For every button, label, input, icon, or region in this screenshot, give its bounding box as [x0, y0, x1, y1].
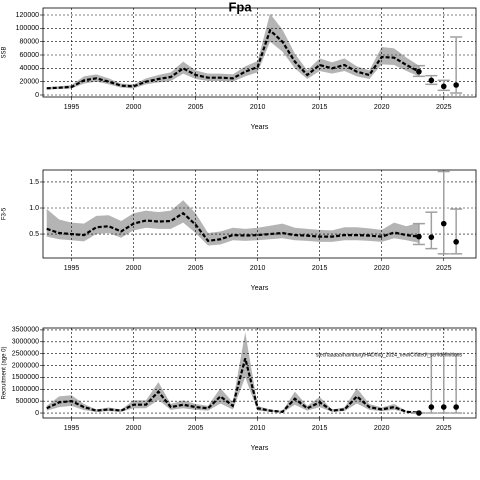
- x-tick-label: 2020: [374, 104, 390, 111]
- median-line: [46, 28, 420, 90]
- x-tick-label: 2025: [436, 425, 452, 432]
- y-tick-label: 120000: [16, 12, 39, 19]
- error-bar: [450, 352, 463, 414]
- plot-frame: [42, 169, 477, 259]
- x-tick-label: 2010: [250, 425, 266, 432]
- x-tick-label: 1995: [64, 104, 80, 111]
- projection-point: [428, 404, 435, 410]
- plot-frame: [42, 327, 477, 419]
- confidence-band: [46, 332, 419, 413]
- projection-point: [453, 239, 459, 245]
- y-tick-label: 100000: [16, 25, 39, 32]
- projection-point: [440, 220, 447, 227]
- y-tick-label: 3500000: [12, 327, 39, 334]
- median-line: [46, 358, 419, 414]
- y-tick-label: 1000000: [12, 386, 39, 393]
- y-tick-label: 40000: [20, 65, 40, 72]
- y-tick-label: 1500000: [12, 374, 39, 381]
- error-bar: [425, 211, 438, 250]
- y-tick-label: 0: [35, 92, 39, 99]
- chart-title: Fpa: [228, 0, 252, 14]
- y-tick-label: 1.0: [29, 205, 39, 212]
- y-axis-label: Recruitment (age 0): [2, 346, 8, 399]
- y-tick-label: 0: [35, 410, 39, 417]
- x-tick-label: 2000: [126, 104, 142, 111]
- y-tick-label: 0.5: [29, 231, 39, 238]
- plot-area: [43, 328, 476, 418]
- plot-area: [43, 8, 476, 97]
- x-axis-label: Years: [251, 445, 269, 452]
- error-bar: [425, 352, 438, 414]
- x-tick-label: 2020: [374, 425, 390, 432]
- projection-point: [440, 404, 447, 410]
- x-tick-label: 1995: [64, 425, 80, 432]
- projection-point: [453, 82, 459, 88]
- y-tick-label: 80000: [20, 39, 40, 46]
- x-tick-label: 2015: [312, 425, 328, 432]
- y-tick-label: 3000000: [12, 339, 39, 346]
- x-tick-label: 2000: [126, 425, 142, 432]
- projection-point: [428, 77, 435, 84]
- x-tick-label: 2005: [188, 104, 204, 111]
- plot-area: [43, 170, 476, 258]
- x-tick-label: 2025: [436, 104, 452, 111]
- annotation: stecf\aaaaa\hamburg\HAD\fxa_2024_newIC\f…: [316, 352, 462, 358]
- projection-point: [453, 404, 459, 410]
- error-bar: [437, 352, 450, 414]
- median-line: [46, 211, 420, 242]
- confidence-band: [46, 200, 419, 246]
- x-tick-label: 2010: [250, 104, 266, 111]
- x-tick-label: 1995: [64, 265, 80, 272]
- x-axis-label: Years: [251, 285, 269, 292]
- projection-point: [428, 234, 435, 240]
- x-tick-label: 2005: [188, 425, 204, 432]
- projection-point: [440, 83, 447, 90]
- y-tick-label: 2500000: [12, 350, 39, 357]
- y-tick-label: 60000: [20, 52, 40, 59]
- y-tick-label: 500000: [16, 398, 39, 405]
- x-axis-label: Years: [251, 124, 269, 131]
- y-tick-label: 20000: [20, 79, 40, 86]
- projection-point: [416, 410, 422, 416]
- y-tick-label: 1.5: [29, 179, 39, 186]
- error-bar: [437, 170, 450, 255]
- x-tick-label: 2005: [188, 265, 204, 272]
- x-tick-label: 2015: [312, 104, 328, 111]
- x-tick-label: 2000: [126, 265, 142, 272]
- y-axis-label: F3-5: [2, 207, 8, 220]
- y-axis-label: SSB: [2, 46, 8, 58]
- projection-point: [416, 68, 422, 75]
- x-tick-label: 2015: [312, 265, 328, 272]
- x-tick-label: 2020: [374, 265, 390, 272]
- y-tick-label: 2000000: [12, 362, 39, 369]
- projection-point: [416, 233, 422, 240]
- x-tick-label: 2025: [436, 265, 452, 272]
- error-bar: [450, 208, 463, 255]
- x-tick-label: 2010: [250, 265, 266, 272]
- plot-frame: [42, 7, 477, 98]
- confidence-band: [46, 13, 419, 90]
